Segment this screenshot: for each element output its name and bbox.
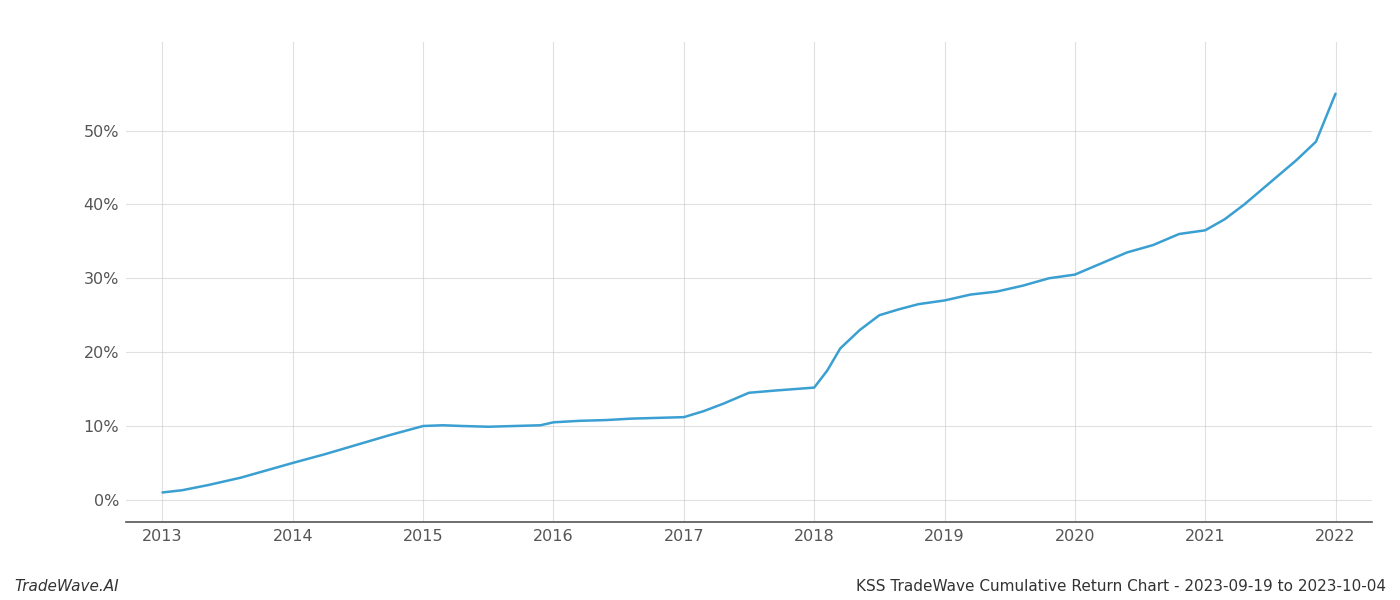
Text: TradeWave.AI: TradeWave.AI <box>14 579 119 594</box>
Text: KSS TradeWave Cumulative Return Chart - 2023-09-19 to 2023-10-04: KSS TradeWave Cumulative Return Chart - … <box>855 579 1386 594</box>
